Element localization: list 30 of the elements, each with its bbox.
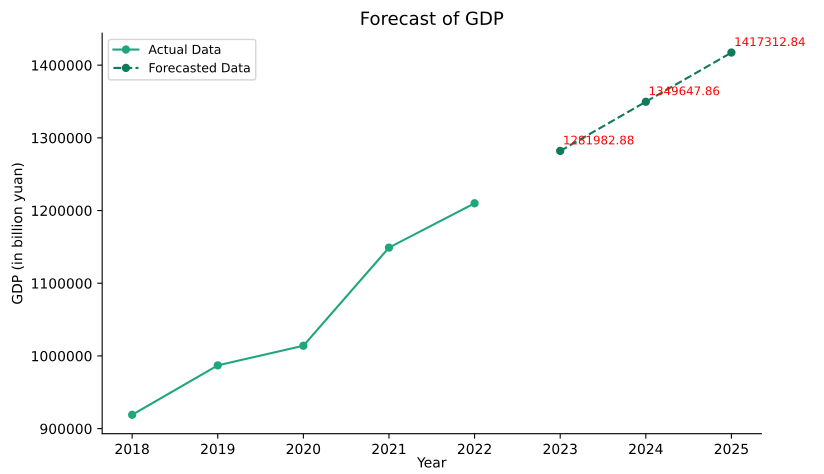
y-tick-label: 1200000 [32,206,92,216]
chart-title: Forecast of GDP [362,11,504,26]
y-tick-label: 1400000 [32,60,92,71]
point [556,146,564,156]
legend-label: Actual Data [148,44,220,54]
x-tick-label: 2023 [544,444,577,454]
legend-label: Forecasted Data [150,62,250,72]
point [727,48,736,57]
y-tick-label: 1000000 [32,350,92,362]
y-tick-label: 1100000 [32,278,92,289]
data-label: 1349647.86 [650,86,720,96]
x-tick-label: 2022 [458,444,491,454]
point [214,361,222,370]
x-tick-label: 2025 [714,444,748,454]
x-tick-label: 2018 [115,444,149,454]
x-tick-label: 2021 [372,444,406,454]
point [384,243,394,252]
x-axis-title: Year [417,457,446,468]
point [470,199,479,208]
data-label: 1417312.84 [735,37,805,46]
x-tick-label: 2020 [286,444,320,454]
point [642,98,650,106]
point [128,410,136,419]
data-label: 1281982.88 [564,136,634,144]
x-tick-label: 2024 [629,444,663,454]
y-tick-label: 1300000 [32,132,92,144]
point [299,342,308,350]
x-tick-label: 2019 [201,444,234,454]
y-tick-label: 900000 [40,424,92,434]
y-axis-title: GDP (in billion yuan) [12,163,26,304]
